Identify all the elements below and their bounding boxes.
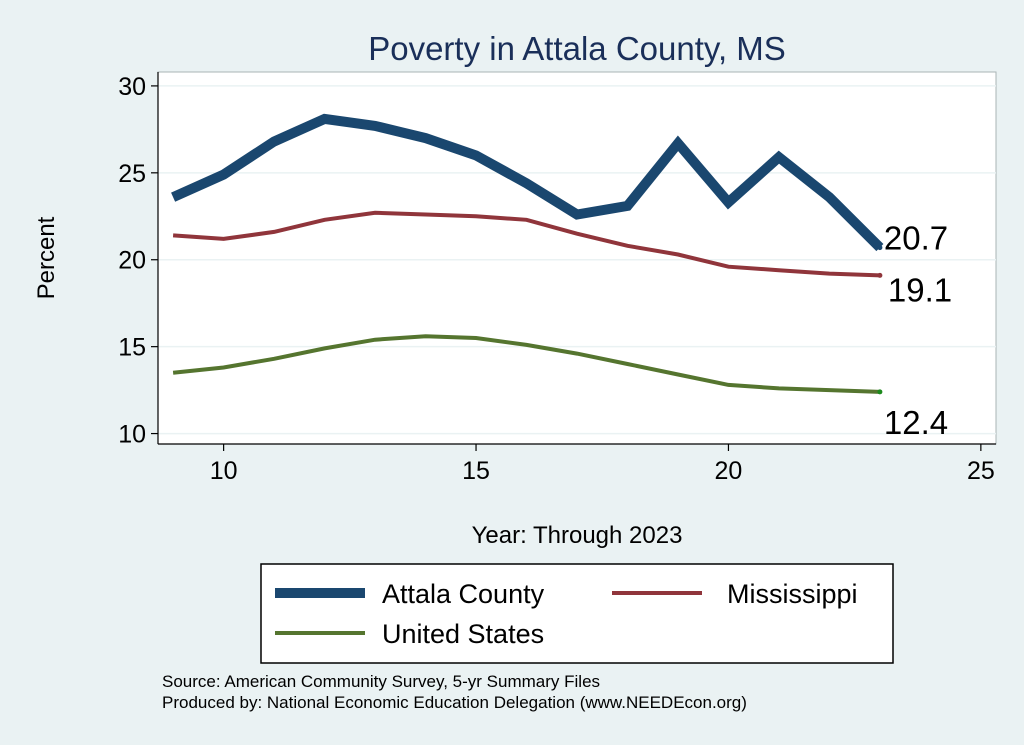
end-point-attala <box>877 245 883 251</box>
y-tick-label: 30 <box>118 73 146 101</box>
x-tick-label: 25 <box>967 457 995 485</box>
x-tick-label: 20 <box>715 457 743 485</box>
plot-area <box>157 71 997 445</box>
source-note: Source: American Community Survey, 5-yr … <box>162 672 601 691</box>
legend-box <box>260 563 894 664</box>
y-tick-label: 10 <box>118 421 146 449</box>
gridlines <box>158 85 996 435</box>
y-axis-label: Percent <box>33 216 60 299</box>
chart-title: Poverty in Attala County, MS <box>368 30 786 67</box>
x-tick-label: 10 <box>210 457 238 485</box>
y-tick-label: 25 <box>118 160 146 188</box>
legend: Attala County Mississippi United States <box>260 563 894 664</box>
series-lines <box>171 113 884 395</box>
x-tick-label: 15 <box>462 457 490 485</box>
legend-label-us: United States <box>382 619 544 649</box>
producer-note: Produced by: National Economic Education… <box>162 693 747 712</box>
axes: 10 15 20 25 30 10 15 20 25 <box>118 72 996 485</box>
legend-label-mississippi: Mississippi <box>727 579 858 609</box>
y-tick-label: 15 <box>118 334 146 362</box>
end-point-us <box>877 389 883 395</box>
end-labels: 20.7 19.1 12.4 <box>884 220 952 441</box>
series-line-us <box>172 334 880 394</box>
y-tick-label: 20 <box>118 247 146 275</box>
legend-label-attala: Attala County <box>382 579 545 609</box>
end-label-attala: 20.7 <box>884 220 948 257</box>
series-line-attala <box>171 113 884 252</box>
series-line-mississippi <box>172 210 880 278</box>
end-point-mississippi <box>877 272 883 278</box>
end-label-mississippi: 19.1 <box>888 271 952 308</box>
end-label-us: 12.4 <box>884 404 948 441</box>
x-axis-label: Year: Through 2023 <box>472 522 683 549</box>
